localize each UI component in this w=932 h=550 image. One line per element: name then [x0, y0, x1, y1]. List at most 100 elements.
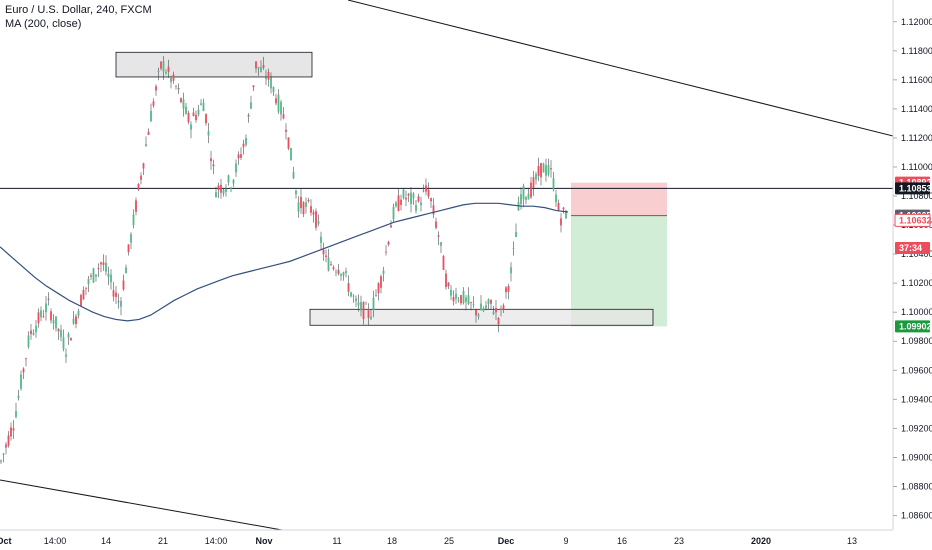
candle-body: [370, 316, 372, 319]
price-tag-box: [895, 320, 930, 333]
x-tick-label: 14:00: [44, 536, 67, 546]
candle-body: [162, 61, 165, 72]
candle-body: [410, 192, 412, 205]
candle-body: [195, 114, 197, 121]
candle-body: [5, 444, 7, 448]
candle-body: [65, 354, 67, 357]
candle-body: [130, 234, 132, 243]
candle-body: [317, 221, 320, 224]
candle-body: [47, 298, 50, 300]
y-tick-label: 1.08800: [901, 481, 932, 491]
candle-body: [515, 232, 517, 238]
ma-200-line: [0, 202, 569, 322]
candle-body: [132, 214, 135, 226]
y-tick-label: 1.09000: [901, 452, 932, 462]
candle-body: [150, 110, 152, 122]
candle-body: [282, 114, 285, 119]
candle-body: [330, 264, 332, 265]
candle-body: [255, 61, 257, 69]
candle-body: [520, 194, 522, 205]
candle-body: [40, 310, 42, 318]
candle-body: [510, 267, 512, 274]
y-tick-label: 1.09200: [901, 423, 932, 433]
candle-body: [90, 275, 92, 277]
candle-body: [187, 112, 190, 123]
candle-body: [495, 308, 497, 313]
candle-body: [362, 302, 365, 319]
candle-body: [22, 368, 25, 373]
candle-body: [182, 99, 185, 109]
candle-body: [375, 294, 377, 296]
candle-body: [287, 137, 290, 149]
candle-body: [487, 299, 490, 305]
candle-body: [462, 291, 465, 304]
candle-body: [505, 287, 507, 293]
candle-body: [60, 329, 62, 338]
candle-body: [402, 189, 405, 198]
y-tick-label: 1.11000: [901, 162, 932, 172]
candle-body: [265, 77, 267, 80]
candle-body: [427, 189, 430, 197]
candle-body: [135, 200, 137, 212]
candle-body: [200, 103, 202, 105]
candle-body: [57, 328, 60, 332]
candle-body: [450, 289, 452, 296]
candle-body: [142, 163, 145, 169]
candle-body: [452, 297, 455, 302]
candle-body: [102, 262, 105, 266]
price-tag-label: 1.09902: [899, 321, 932, 331]
y-tick-label: 1.10800: [901, 191, 932, 201]
candle-body: [222, 189, 225, 194]
candle-body: [415, 205, 417, 211]
price-tag-box: [895, 182, 930, 195]
candle-body: [247, 114, 250, 117]
candle-body: [297, 202, 300, 212]
candle-body: [417, 196, 420, 202]
candle-body: [270, 77, 272, 89]
x-tick-label: Oct: [0, 536, 12, 546]
candle-body: [315, 211, 317, 228]
candle-body: [560, 218, 562, 226]
candle-body: [372, 297, 375, 311]
candle-body: [430, 198, 432, 202]
candle-body: [382, 270, 385, 274]
candle-body: [407, 193, 410, 196]
candle-body: [482, 308, 485, 311]
candle-body: [167, 66, 170, 72]
candle-body: [202, 102, 205, 112]
candle-body: [237, 154, 240, 159]
candle-body: [50, 311, 52, 321]
candle-body: [260, 67, 262, 72]
candle-body: [172, 74, 175, 81]
candle-body: [175, 85, 177, 87]
candle-body: [232, 179, 235, 184]
candle-body: [0, 460, 2, 462]
candle-body: [210, 158, 212, 162]
candle-body: [442, 256, 445, 270]
candle-body: [300, 196, 302, 209]
candle-body: [325, 255, 327, 258]
candle-body: [62, 337, 65, 349]
candle-body: [500, 308, 502, 310]
candle-body: [320, 236, 322, 243]
candle-body: [342, 272, 345, 276]
candle-body: [425, 185, 427, 192]
x-tick-label: 11: [332, 536, 341, 546]
candle-body: [95, 274, 97, 277]
candle-body: [340, 274, 342, 276]
y-tick-label: 1.11600: [901, 75, 932, 85]
candle-body: [262, 65, 265, 68]
candle-body: [310, 206, 312, 213]
candle-body: [27, 335, 30, 347]
x-tick-label: 2020: [751, 536, 771, 546]
candle-body: [20, 374, 22, 389]
candle-body: [290, 148, 292, 161]
candle-body: [87, 278, 90, 284]
candle-body: [157, 70, 160, 72]
candle-body: [475, 310, 477, 316]
candle-body: [110, 274, 112, 283]
candle-body: [305, 202, 307, 207]
stop-zone: [571, 182, 667, 216]
